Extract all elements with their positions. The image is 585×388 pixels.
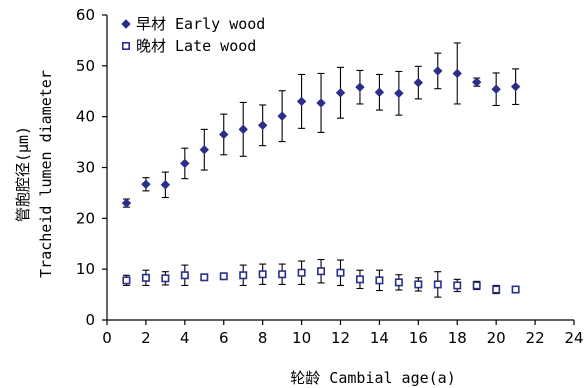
data-point xyxy=(160,180,171,190)
series-early-wood xyxy=(121,42,521,208)
y-tick-label: 10 xyxy=(76,260,95,278)
data-point xyxy=(472,281,481,290)
data-point xyxy=(355,275,364,284)
data-point xyxy=(180,271,189,280)
data-point xyxy=(141,273,150,282)
y-axis-title: 管胞腔径(μm) Tracheid lumen diameter xyxy=(14,70,55,278)
x-tick-label: 8 xyxy=(258,329,268,347)
y-tick-label: 30 xyxy=(76,159,95,177)
data-point xyxy=(219,129,229,140)
data-point xyxy=(433,66,443,76)
y-axis-title-line-1: 管胞腔径(μm) xyxy=(14,126,32,222)
data-point xyxy=(199,145,209,155)
x-tick-label: 6 xyxy=(219,329,229,347)
y-tick-label: 20 xyxy=(76,209,95,227)
data-point xyxy=(491,84,501,94)
data-point xyxy=(316,98,326,108)
data-point xyxy=(472,77,482,87)
data-point xyxy=(374,87,385,97)
data-point xyxy=(413,77,424,88)
y-tick-label: 60 xyxy=(76,6,95,24)
x-axis-title: 轮龄 Cambial age(a) xyxy=(290,369,455,387)
data-point xyxy=(219,272,228,281)
data-point xyxy=(335,88,346,98)
data-point xyxy=(297,268,306,277)
x-tick-label: 4 xyxy=(180,329,190,347)
data-point xyxy=(257,120,268,131)
x-tick-label: 0 xyxy=(102,329,112,347)
legend-marker xyxy=(122,41,131,50)
x-tick-label: 20 xyxy=(487,329,506,347)
x-tick-label: 2 xyxy=(141,329,151,347)
y-tick-label: 0 xyxy=(85,311,95,329)
x-tick-label: 12 xyxy=(331,329,350,347)
series-late-wood xyxy=(122,258,520,298)
x-tick-label: 24 xyxy=(564,329,583,347)
x-tick-label: 10 xyxy=(292,329,311,347)
data-point xyxy=(200,273,209,282)
legend-marker xyxy=(121,19,131,29)
data-point xyxy=(180,158,190,169)
data-point xyxy=(452,68,462,79)
legend-label: 早材 Early wood xyxy=(136,15,265,33)
data-point xyxy=(296,96,307,107)
x-tick-label: 16 xyxy=(409,329,428,347)
plot-area xyxy=(121,42,521,298)
x-tick-label: 18 xyxy=(448,329,467,347)
data-point xyxy=(239,271,248,280)
data-point xyxy=(238,124,248,135)
y-tick-label: 40 xyxy=(76,108,95,126)
data-point xyxy=(122,276,131,285)
data-point xyxy=(433,280,442,289)
data-point xyxy=(161,274,170,283)
x-tick-label: 14 xyxy=(370,329,389,347)
data-point xyxy=(511,285,520,294)
legend: 早材 Early wood 晚材 Late wood xyxy=(121,15,265,55)
legend-label: 晚材 Late wood xyxy=(136,37,256,55)
data-point xyxy=(258,270,267,279)
data-point xyxy=(510,81,521,92)
data-point xyxy=(414,280,423,289)
y-tick-label: 50 xyxy=(76,57,95,75)
data-point xyxy=(277,111,287,121)
data-point xyxy=(355,82,365,92)
data-point xyxy=(141,179,151,189)
x-tick-label: 22 xyxy=(526,329,545,347)
data-point xyxy=(394,278,403,287)
data-point xyxy=(375,276,384,285)
data-point xyxy=(394,88,404,98)
data-point xyxy=(317,267,326,276)
data-point xyxy=(121,198,132,208)
y-axis-title-line-2: Tracheid lumen diameter xyxy=(37,70,55,278)
data-point xyxy=(336,268,345,277)
data-point xyxy=(453,281,462,290)
data-point xyxy=(492,285,501,294)
data-point xyxy=(278,270,287,279)
